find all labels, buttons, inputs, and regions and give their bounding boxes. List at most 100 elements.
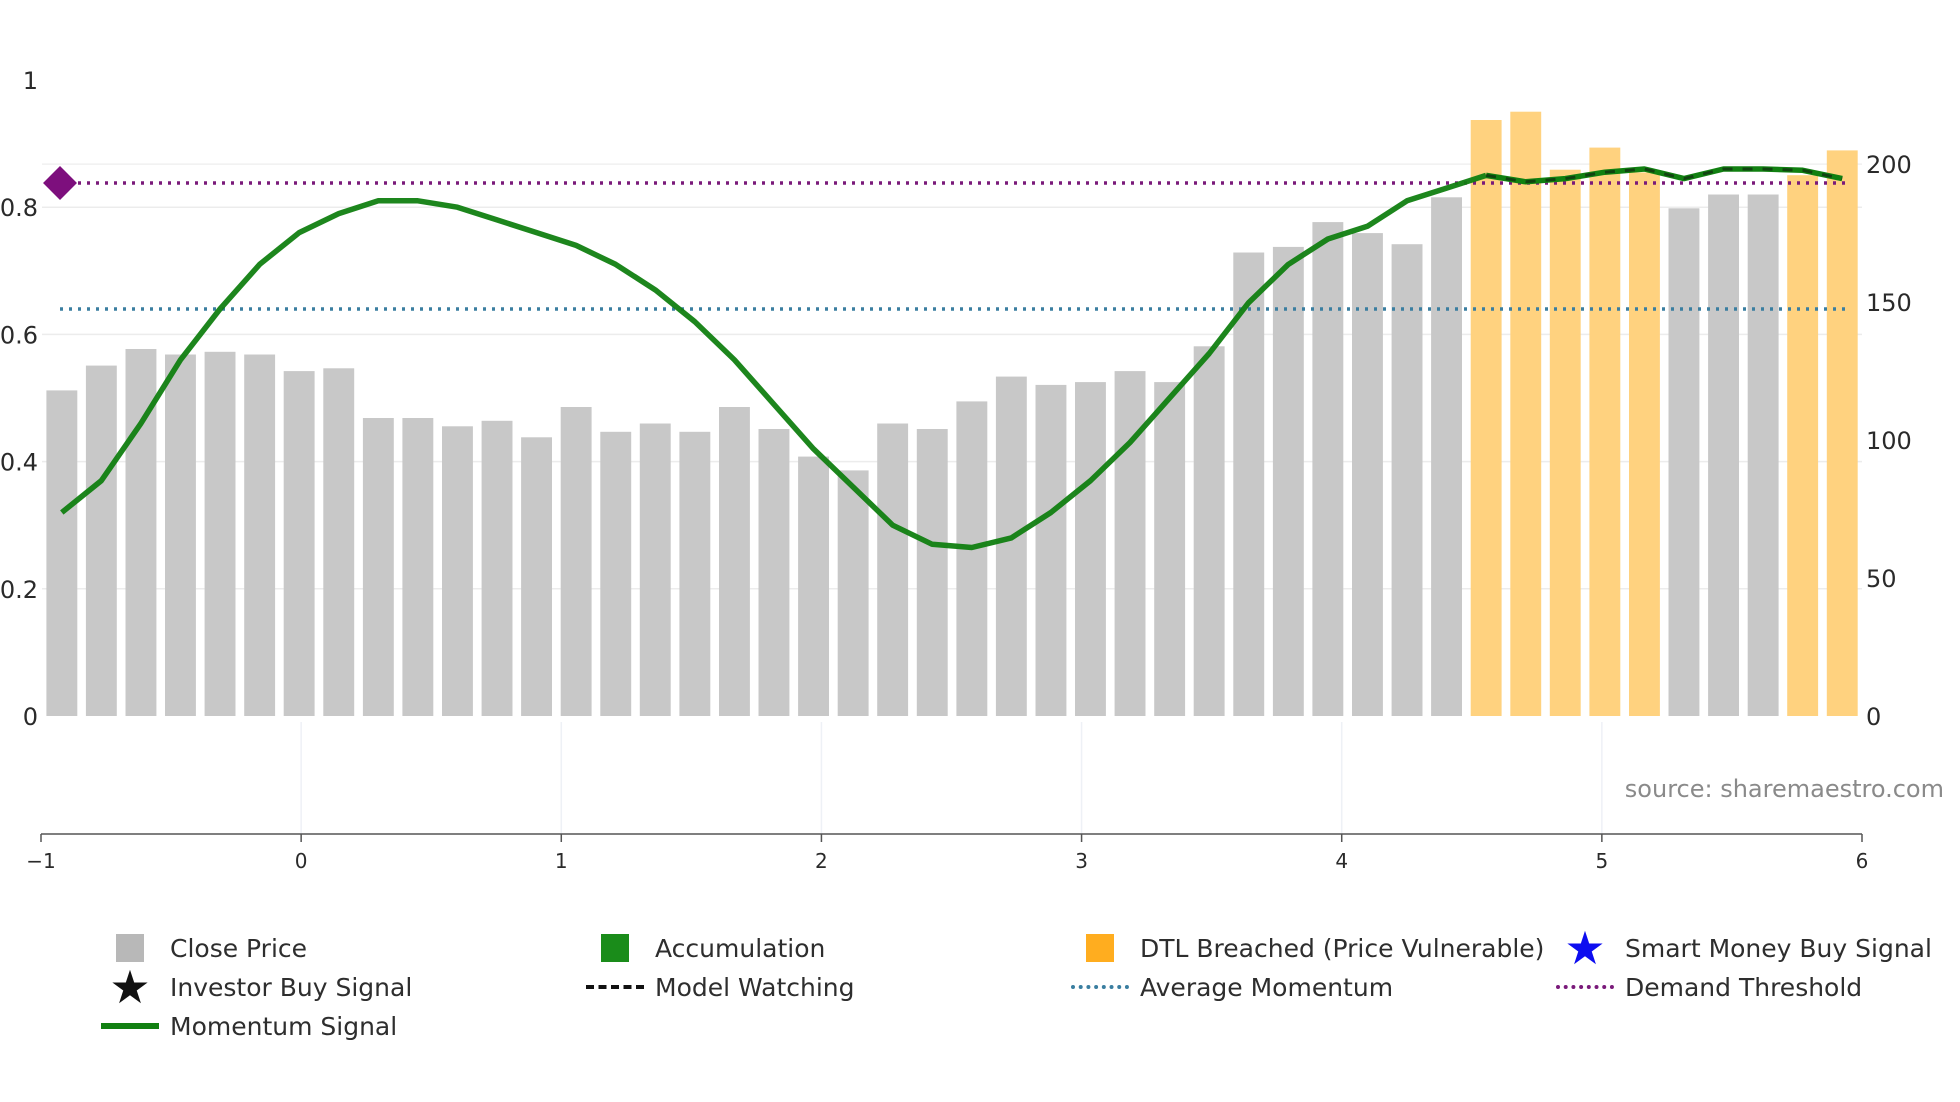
legend-accumulation-label: Accumulation	[655, 933, 826, 963]
lines-layer	[43, 166, 1845, 551]
close-price-bar	[719, 407, 750, 716]
close-price-bar	[1747, 194, 1779, 716]
close-price-swatch	[116, 934, 144, 962]
legend-accumulation: Accumulation	[585, 931, 825, 965]
source-label: source: sharemaestro.com	[1625, 775, 1944, 803]
close-price-bar	[244, 354, 276, 716]
close-price-bar	[1193, 346, 1225, 716]
close-price-bar	[916, 429, 948, 716]
legend-investor: ★ Investor Buy Signal	[100, 960, 413, 1014]
dtl-breached-bar	[1589, 147, 1621, 717]
bars-layer	[46, 111, 1858, 717]
close-price-bar	[1075, 382, 1106, 716]
dtl-breached-bar	[1826, 150, 1858, 716]
chart: 0 0.2 0.4 0.6 0.8 1 0 50 100 150 200 −1 0 1 2 3 4 5 6 sour…	[0, 67, 1944, 873]
y-left-tick-label: 0.8	[0, 194, 38, 222]
close-price-bar	[758, 429, 790, 716]
legend-close-price: Close Price	[100, 931, 307, 965]
y-right-tick-label: 50	[1866, 565, 1897, 593]
legend-demand-threshold: Demand Threshold	[1555, 970, 1862, 1004]
close-price-bar	[877, 423, 909, 716]
legend-dtl-breached: DTL Breached (Price Vulnerable)	[1070, 931, 1544, 965]
legend-average-momentum-label: Average Momentum	[1140, 972, 1394, 1002]
legend-momentum-signal: Momentum Signal	[100, 1009, 397, 1043]
close-price-bar	[521, 437, 552, 716]
model-watching-line	[1485, 167, 1843, 184]
close-price-bar	[85, 365, 117, 716]
y-left-tick-label: 0.4	[0, 449, 38, 477]
close-price-bar	[402, 418, 434, 716]
grid-layer	[42, 163, 1862, 834]
legend-close-price-label: Close Price	[170, 933, 308, 963]
close-price-bar	[956, 401, 988, 716]
y-right-tick-label: 100	[1866, 427, 1912, 455]
dtl-breached-bar	[1510, 111, 1542, 716]
momentum-signal-swatch	[101, 1023, 159, 1029]
close-price-bar	[362, 418, 394, 716]
dtl-breached-bar	[1470, 120, 1502, 716]
x-tick-label: 5	[1595, 849, 1608, 873]
axes-layer: 0 0.2 0.4 0.6 0.8 1 0 50 100 150 200 −1 0 1 2 3 4 5 6	[0, 67, 1912, 873]
close-price-bar	[995, 376, 1027, 716]
dtl-breached-swatch	[1086, 934, 1114, 962]
legend-model-watching: Model Watching	[585, 970, 855, 1004]
close-price-bar	[1431, 197, 1462, 717]
close-price-bar	[1312, 222, 1344, 716]
y-left-tick-label: 0	[23, 703, 38, 731]
legend-demand-threshold-label: Demand Threshold	[1625, 972, 1863, 1002]
close-price-bar	[600, 431, 632, 716]
demand-threshold-swatch	[1556, 985, 1614, 989]
close-price-bar	[1233, 252, 1265, 716]
legend-dtl-breached-label: DTL Breached (Price Vulnerable)	[1140, 933, 1545, 963]
dtl-breached-bar	[1549, 169, 1581, 716]
close-price-bar	[837, 470, 869, 716]
close-price-bar	[442, 426, 473, 716]
close-price-bar	[798, 456, 829, 716]
model-watching-swatch	[586, 985, 644, 989]
legend-average-momentum: Average Momentum	[1070, 970, 1393, 1004]
close-price-bar	[481, 420, 513, 716]
close-price-bar	[204, 351, 236, 716]
close-price-bar	[1035, 384, 1067, 716]
legend-smart-money: ★ Smart Money Buy Signal	[1555, 921, 1932, 975]
close-price-bar	[1391, 244, 1423, 716]
legend-momentum-signal-label: Momentum Signal	[170, 1011, 398, 1041]
y-right-tick-label: 150	[1866, 289, 1912, 317]
demand-threshold-marker	[43, 166, 77, 201]
y-right-tick-label: 0	[1866, 703, 1881, 731]
x-tick-label: 3	[1075, 849, 1088, 873]
close-price-bar	[46, 390, 78, 716]
x-tick-label: 1	[555, 849, 568, 873]
close-price-bar	[1352, 233, 1383, 716]
y-right-tick-label: 200	[1866, 151, 1912, 179]
close-price-bar	[1272, 246, 1304, 716]
y-left-tick-label: 0.6	[0, 321, 38, 349]
momentum-signal-line	[60, 172, 1487, 551]
x-tick-label: 6	[1856, 849, 1869, 873]
dtl-breached-bar	[1629, 172, 1660, 716]
y-left-tick-label: 0.2	[0, 576, 38, 604]
legend-investor-label: Investor Buy Signal	[170, 972, 413, 1002]
x-tick-label: 0	[295, 849, 308, 873]
close-price-bar	[639, 423, 671, 716]
close-price-bar	[679, 431, 711, 716]
legend-model-watching-label: Model Watching	[655, 972, 855, 1002]
dtl-breached-bar	[1787, 175, 1819, 716]
accumulation-swatch	[601, 934, 629, 962]
smart-money-star-icon: ★	[1564, 921, 1606, 975]
x-tick-label: −1	[26, 849, 55, 873]
close-price-bar	[1154, 382, 1186, 716]
close-price-bar	[165, 354, 196, 716]
y-left-tick-label: 1	[23, 67, 38, 95]
close-price-bar	[323, 368, 355, 716]
investor-star-icon: ★	[109, 960, 151, 1014]
close-price-bar	[560, 407, 592, 716]
x-tick-label: 4	[1335, 849, 1348, 873]
close-price-bar	[283, 371, 315, 716]
legend: Close Price Accumulation DTL Breached (P…	[0, 920, 1960, 1070]
legend-smart-money-label: Smart Money Buy Signal	[1625, 933, 1932, 963]
average-momentum-swatch	[1071, 985, 1129, 989]
close-price-bar	[1708, 194, 1739, 716]
x-tick-label: 2	[815, 849, 828, 873]
close-price-bar	[1114, 371, 1146, 716]
